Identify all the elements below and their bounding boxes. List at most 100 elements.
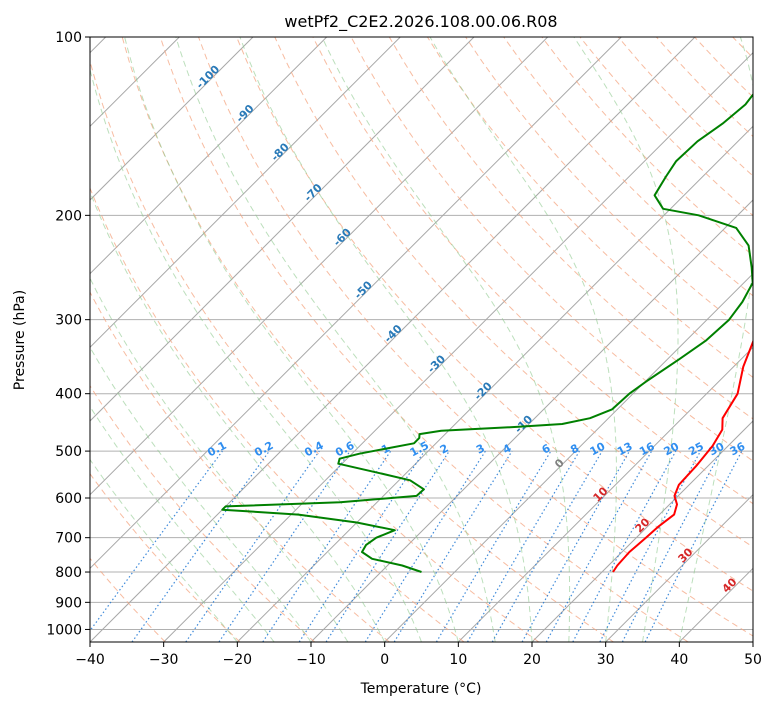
isotherm-line [752, 641, 753, 642]
moist-adiabat-line [573, 37, 679, 642]
moist-adiabat-line [90, 346, 312, 642]
isotherm-line [90, 37, 254, 201]
mixing-ratio-label: 0.1 [205, 439, 228, 460]
moist-adiabat-line [90, 458, 238, 642]
x-tick-label: 20 [523, 652, 541, 668]
plot-frame [89, 36, 754, 643]
isotherm-line [457, 346, 753, 642]
isotherm-line [531, 420, 753, 642]
mixing-ratio-line [131, 450, 270, 642]
mixing-ratio-label: 0.6 [333, 439, 357, 460]
y-tick-label: 300 [55, 313, 82, 329]
isotherm-line [678, 567, 753, 642]
x-tick-label: −30 [149, 652, 179, 668]
dry-adiabat-line [350, 37, 753, 462]
y-tick-label: 900 [55, 595, 82, 611]
mixing-ratio-line [572, 450, 677, 642]
mixing-ratio-line [545, 450, 653, 642]
isotherm-label: -90 [233, 102, 256, 125]
x-tick-label: 50 [744, 652, 762, 668]
isotherm-label: -20 [472, 379, 495, 402]
y-tick-label: 100 [55, 30, 82, 46]
x-tick-label: −20 [223, 652, 253, 668]
isotherm-label: -30 [425, 352, 448, 375]
moist-adiabat-line [678, 37, 753, 642]
dry-adiabat-line [274, 37, 753, 548]
mixing-ratio-label: 13 [615, 440, 635, 459]
y-axis-label: Pressure (hPa) [12, 290, 28, 390]
isotherm-line [236, 125, 753, 642]
y-tick-label: 200 [55, 208, 82, 224]
moist-adiabat-line [90, 190, 386, 642]
moist-adiabat-line [239, 37, 533, 642]
isotherm-value-label: 0 [552, 456, 567, 471]
isotherm-value-label: 40 [720, 575, 740, 595]
isotherm-value-label: 30 [676, 545, 696, 565]
dry-adiabat-line [388, 37, 753, 420]
moist-adiabat-line [90, 405, 275, 642]
mixing-ratio-line [90, 450, 223, 632]
mixing-ratio-label: 0.2 [252, 439, 275, 460]
mixing-ratio-label: 0.4 [302, 439, 326, 460]
mixing-ratio-line [521, 450, 631, 642]
isotherm-line [310, 199, 753, 642]
x-tick-label: 30 [597, 652, 615, 668]
y-tick-label: 800 [55, 565, 82, 581]
isotherm-label: -70 [302, 181, 325, 204]
mixing-ratio-label: 6 [540, 441, 553, 456]
x-axis-label: Temperature (°C) [360, 681, 482, 697]
mixing-ratio-line [644, 450, 743, 642]
mixing-ratio-label: 4 [501, 441, 514, 456]
dry-adiabat-line [90, 186, 465, 642]
isotherm-label: -60 [331, 226, 354, 249]
dry-adiabat-line [312, 37, 753, 505]
mixing-ratio-line [298, 450, 425, 642]
mixing-ratio-line [435, 450, 552, 642]
mixing-ratio-label: 8 [568, 442, 581, 457]
isotherm-line [90, 37, 328, 275]
isotherm-line [90, 37, 401, 349]
dry-adiabat-line [426, 37, 753, 378]
dry-adiabat-line [90, 384, 316, 642]
x-tick-label: 10 [449, 652, 467, 668]
dry-adiabat-line [198, 37, 753, 637]
dry-adiabat-line [541, 37, 753, 257]
dry-adiabat-line [465, 37, 753, 338]
mixing-ratio-label: 1.5 [408, 439, 431, 460]
isotherm-label: -10 [512, 413, 535, 436]
y-tick-label: 1000 [46, 622, 82, 638]
isotherm-line [605, 493, 753, 642]
isotherm-line [90, 37, 622, 570]
moist-adiabat-line [124, 37, 459, 642]
mixing-ratio-label: 30 [707, 440, 727, 459]
mixing-ratio-line [218, 450, 351, 642]
moist-adiabat-line [429, 37, 617, 642]
moist-adiabat-line [90, 277, 349, 642]
mixing-ratio-label: 36 [728, 440, 748, 459]
x-tick-label: −40 [75, 652, 105, 668]
dewpoint-profile-line [221, 93, 753, 573]
dry-adiabat-line [121, 37, 614, 642]
isotherm-value-label: 10 [591, 484, 611, 504]
moist-adiabat-line [321, 37, 571, 642]
dry-adiabat-line [236, 37, 753, 592]
isotherm-value-label: 20 [633, 515, 653, 535]
y-tick-label: 500 [55, 444, 82, 460]
dry-adiabat-line [771, 37, 775, 642]
moist-adiabat-line [175, 37, 496, 642]
x-tick-label: 0 [380, 652, 389, 668]
mixing-ratio-line [262, 450, 392, 642]
mixing-ratio-line [325, 450, 450, 642]
isotherm-line [90, 37, 475, 422]
isotherm-line [90, 37, 549, 496]
mixing-ratio-label: 20 [662, 440, 682, 459]
mixing-ratio-label: 16 [637, 440, 657, 459]
mixing-ratio-label: 25 [686, 440, 706, 459]
dry-adiabat-line [732, 37, 753, 59]
isotherm-label: -50 [352, 278, 375, 301]
x-tick-label: 40 [670, 652, 688, 668]
mixing-ratio-label: 10 [588, 440, 608, 459]
mixing-ratio-line [364, 450, 486, 642]
